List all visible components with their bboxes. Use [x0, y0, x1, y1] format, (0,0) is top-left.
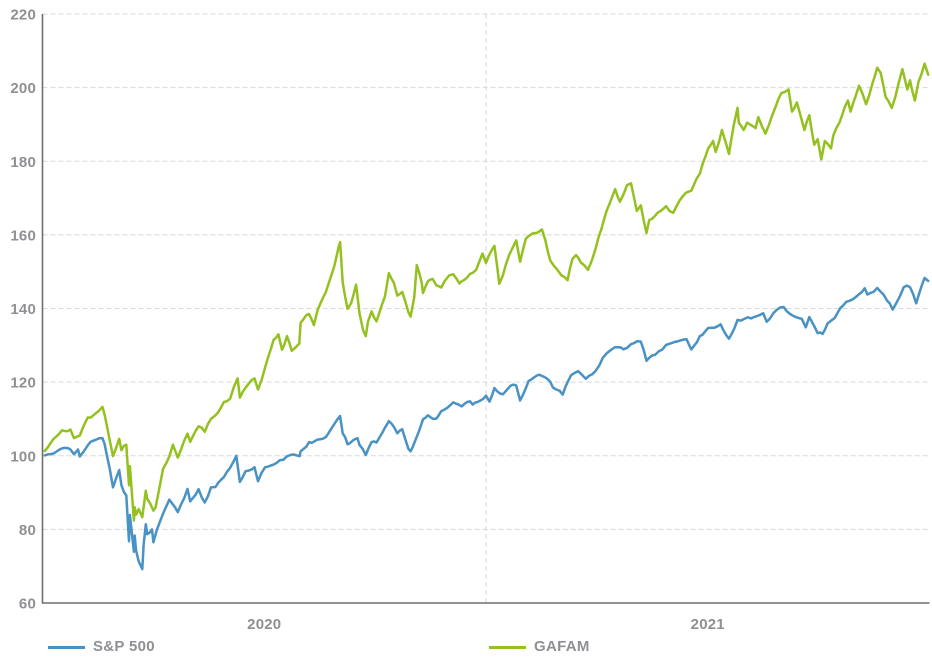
- chart-legend: S&P 500 GAFAM: [0, 639, 932, 659]
- legend-label-sp500: S&P 500: [93, 638, 155, 655]
- x-axis-year-label: 2020: [247, 616, 281, 633]
- legend-item-gafam[interactable]: GAFAM: [489, 639, 590, 655]
- gafam-line[interactable]: [43, 62, 930, 522]
- sp500-line-swatch: [48, 645, 85, 649]
- y-axis-tick-label: 60: [19, 596, 36, 613]
- sp500-line[interactable]: [43, 276, 930, 571]
- legend-label-gafam: GAFAM: [534, 638, 590, 655]
- y-axis-tick-label: 120: [10, 375, 36, 392]
- x-axis-year-label: 2021: [691, 616, 725, 633]
- y-axis-tick-label: 180: [10, 154, 36, 171]
- legend-item-sp500[interactable]: S&P 500: [48, 639, 155, 655]
- y-axis-tick-label: 160: [10, 227, 36, 244]
- y-axis-tick-label: 200: [10, 80, 36, 97]
- y-axis-tick-label: 140: [10, 301, 36, 318]
- y-axis-tick-label: 80: [19, 522, 36, 539]
- y-axis-tick-label: 100: [10, 448, 36, 465]
- y-axis-tick-label: 220: [10, 7, 36, 24]
- axis-lines: [41, 14, 930, 604]
- gafam-line-swatch: [489, 645, 526, 649]
